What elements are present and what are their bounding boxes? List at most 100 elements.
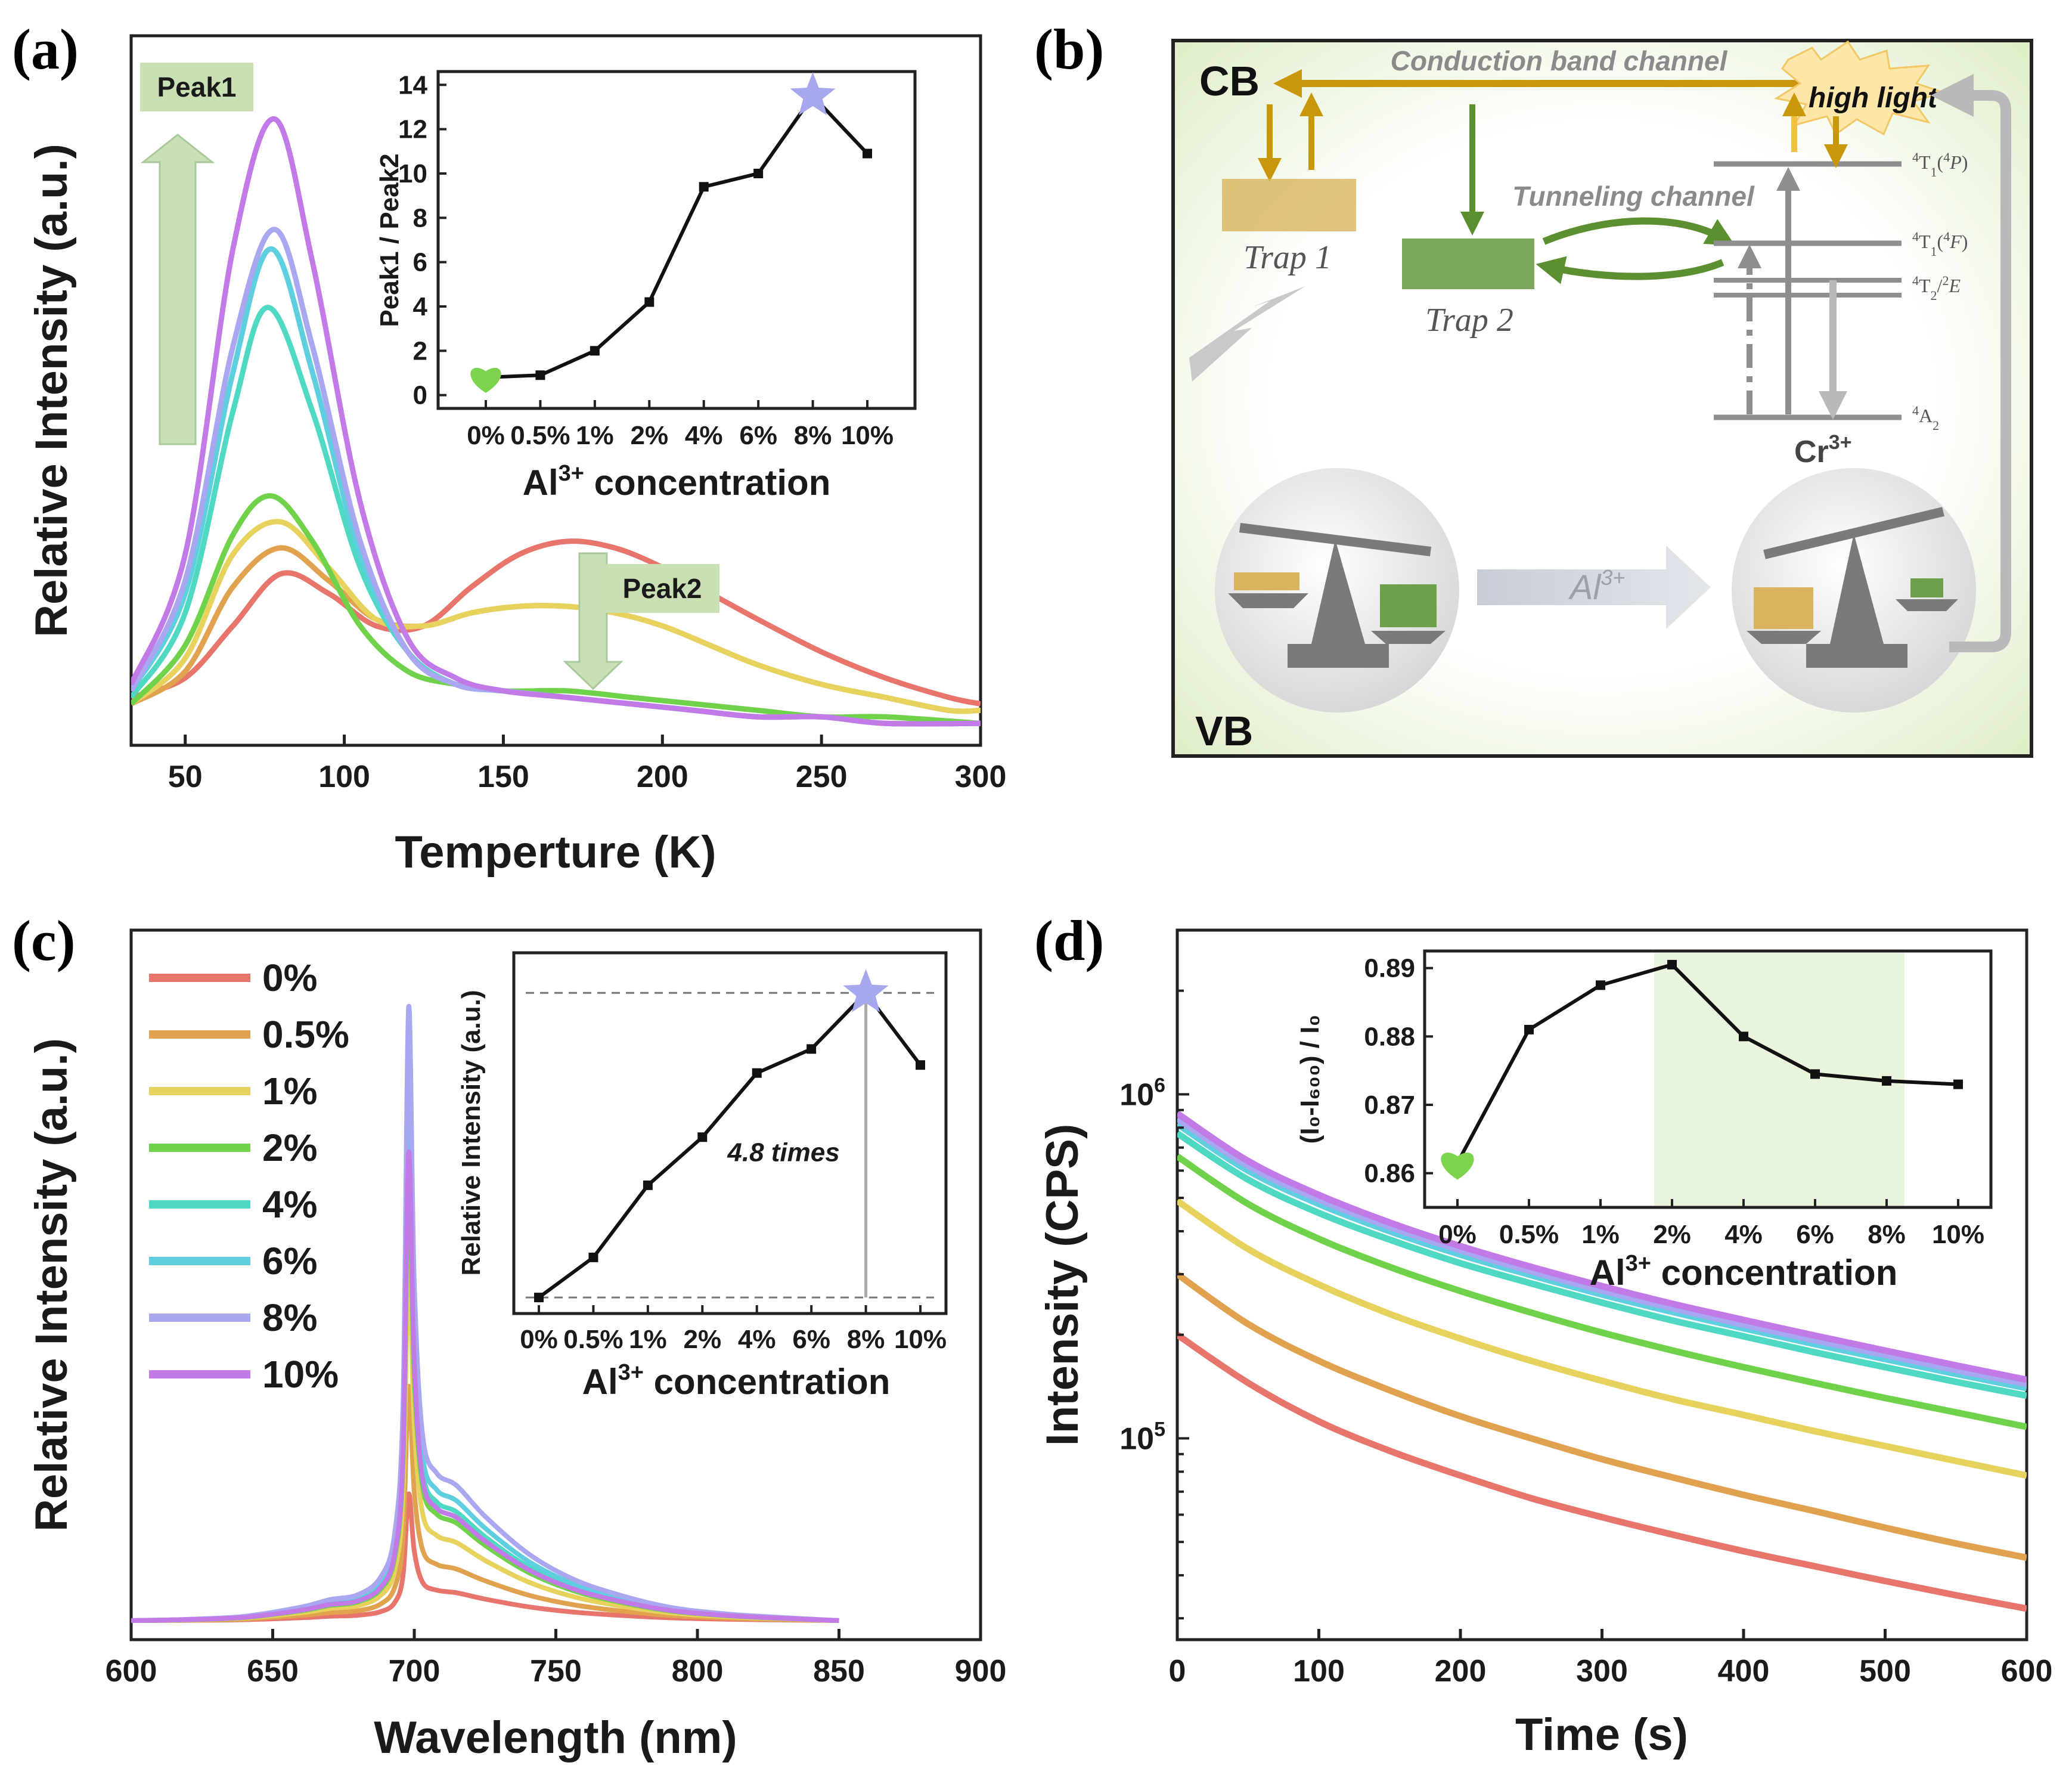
series-line-4pct <box>1177 1130 2027 1399</box>
peak2-badge <box>605 564 719 613</box>
inset-c-plot: 4.8 times 0% 0.5% 1% 2% 4% 6% 8% 10% <box>520 969 947 1354</box>
balance-trap1-weight-left <box>1234 572 1299 590</box>
y-axis-title-a: Relative Intensity (a.u.) <box>26 144 77 637</box>
legend-c: 0% 0.5% 1% 2% 4% 6% 8% 10% <box>149 956 349 1396</box>
al-doping-arrow <box>1477 546 1711 629</box>
x-tick-label: 200 <box>637 760 688 794</box>
trap1-label: Trap 1 <box>1243 239 1332 276</box>
inset-d-x-tick-label: 6% <box>1796 1220 1834 1249</box>
inset-c-x-tick-label: 2% <box>683 1325 721 1354</box>
inset-a-point <box>644 297 655 307</box>
series-line-8pct <box>1177 1116 2027 1387</box>
inset-a-y-tick-label: 10 <box>398 159 427 188</box>
inset-a-x-tick-label: 6% <box>739 421 777 450</box>
x-axis-c: 600 650 700 750 800 850 900 <box>106 1629 1006 1689</box>
inset-d-x-tick-label: 0.5% <box>1499 1220 1559 1249</box>
inset-a-star-marker <box>790 72 836 116</box>
x-tick-label: 850 <box>813 1654 865 1689</box>
x-tick-label: 200 <box>1435 1654 1487 1689</box>
inset-c-point <box>643 1180 653 1190</box>
y-tick-label: 105 <box>1119 1418 1165 1456</box>
x-tick-label: 50 <box>168 760 203 794</box>
inset-a-heart-marker <box>470 367 501 393</box>
x-tick-label: 250 <box>796 760 848 794</box>
panel-d: 0 100 200 300 400 500 600 105 106 Time (s) Inten… <box>1037 928 2052 1760</box>
inset-d-y-tick-label: 0.86 <box>1364 1159 1415 1188</box>
x-tick-label: 800 <box>672 1654 724 1689</box>
inset-d: 0.86 0.87 0.88 0.89 0% 0.5% 1% 2% 4% 6% 8% 10% Al3+… <box>1295 949 1993 1293</box>
level-label-4t1f: 4T1(4F) <box>1912 229 1968 259</box>
balance-stand-left <box>1311 540 1365 644</box>
peak1-badge <box>140 63 253 111</box>
inset-a-point <box>863 148 872 159</box>
y-axis-title-c: Relative Intensity (a.u.) <box>26 1038 77 1532</box>
panel-label-a: (a) <box>12 17 79 81</box>
series-group-a <box>131 116 981 727</box>
series-line-10pct <box>1177 1110 2027 1383</box>
inset-d-x-tick-label: 10% <box>1932 1220 1984 1249</box>
inset-d-point <box>1596 980 1605 990</box>
legend-label: 2% <box>262 1126 318 1169</box>
inset-c-point <box>588 1252 598 1262</box>
inset-a-y-tick-label: 12 <box>398 115 427 144</box>
inset-a-x-tick-label: 4% <box>685 421 723 450</box>
al-doping-label: Al3+ <box>1568 565 1626 607</box>
y-tick-label: 106 <box>1119 1074 1165 1112</box>
level-label-4t2-2e: 4T2/2E <box>1912 273 1961 303</box>
inset-c-x-tick-label: 6% <box>792 1325 830 1354</box>
balance-trap2-weight-left <box>1380 584 1437 627</box>
series-line-0pct <box>1177 1332 2027 1612</box>
inset-frame-c <box>512 951 948 1315</box>
level-label-4a2: 4A2 <box>1912 403 1939 433</box>
series-group-c <box>131 1003 839 1623</box>
x-tick-label: 750 <box>530 1654 582 1689</box>
inset-a-x-tick-label: 0.5% <box>510 421 570 450</box>
x-tick-label: 150 <box>477 760 529 794</box>
tunneling-arrow-back <box>1536 256 1724 284</box>
inset-a-y-tick-label: 14 <box>398 70 427 100</box>
inset-d-x-tick-label: 2% <box>1653 1220 1691 1249</box>
inset-c-x-tick-label: 0.5% <box>563 1325 623 1354</box>
axes-d: 0 100 200 300 400 500 600 105 106 <box>1119 929 2052 1689</box>
inset-d-heart-marker <box>1441 1153 1474 1180</box>
x-tick-label: 300 <box>955 760 1007 794</box>
inset-a-ylabel: Peak1 / Peak2 <box>375 153 404 327</box>
x-tick-label: 300 <box>1576 1654 1628 1689</box>
inset-c-point <box>807 1044 817 1054</box>
inset-d-x-tick-label: 8% <box>1868 1220 1906 1249</box>
series-line-10pct <box>131 116 981 727</box>
series-line-1pct <box>131 519 981 714</box>
inset-d-point <box>1667 959 1677 969</box>
inset-c-star-marker <box>843 969 889 1012</box>
inset-c-point <box>697 1132 708 1142</box>
inset-c-x-tick-label: 8% <box>847 1325 885 1354</box>
panel-b: CB VB Conduction band channel high light… <box>1171 39 2033 758</box>
high-light-label: high light <box>1809 82 1938 114</box>
y-axis-title-d: Intensity (CPS) <box>1037 1124 1088 1446</box>
inset-d-point <box>1524 1024 1534 1034</box>
inset-d-x-tick-label: 1% <box>1581 1220 1620 1249</box>
inset-c-point <box>916 1060 925 1070</box>
legend-label: 6% <box>262 1240 318 1283</box>
panel-label-b: (b) <box>1034 17 1104 81</box>
series-line-10pct <box>131 1149 839 1623</box>
cr3-label: Cr3+ <box>1794 431 1852 469</box>
x-tick-label: 400 <box>1718 1654 1770 1689</box>
inset-a-x-tick-label: 8% <box>794 421 832 450</box>
x-tick-label: 500 <box>1859 1654 1911 1689</box>
feedback-return-arrow <box>1931 74 2011 652</box>
peak2-label: Peak2 <box>622 573 702 604</box>
balance-pan-right-1 <box>1747 631 1821 644</box>
panel-c: 600 650 700 750 800 850 900 Wavelength (nm) Re… <box>26 928 1006 1763</box>
cr-energy-levels: 4T1(4P) 4T1(4F) 4T2/2E 4A2 Cr3+ <box>1714 92 1968 469</box>
legend-label: 1% <box>262 1070 318 1113</box>
series-line-0_5pct <box>1177 1271 2027 1561</box>
tunneling-arrow-forward <box>1542 217 1735 246</box>
series-group-d <box>1177 1110 2027 1612</box>
inset-a-y-tick-label: 2 <box>413 336 427 365</box>
inset-d-line <box>1456 962 1959 1164</box>
inset-d-x-tick-label: 4% <box>1724 1220 1763 1249</box>
inset-d-point <box>1739 1031 1748 1042</box>
x-axis-title-c: Wavelength (nm) <box>374 1712 737 1763</box>
